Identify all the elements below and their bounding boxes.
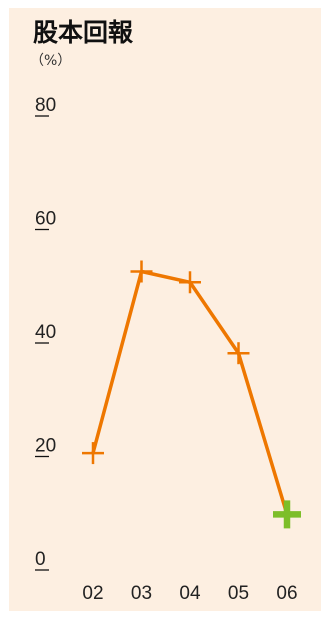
- data-point-marker: [179, 271, 201, 294]
- y-axis: 0 20 40 60 80: [35, 95, 56, 571]
- x-tick-label: 03: [131, 583, 152, 604]
- y-tick-label: 60: [35, 209, 56, 230]
- y-tick-label: 20: [35, 436, 56, 457]
- x-tick-label: 04: [179, 583, 201, 604]
- chart-panel: [9, 8, 321, 611]
- y-tick-label: 0: [35, 549, 46, 570]
- x-tick-label: 05: [228, 583, 249, 604]
- unit-label: （%）: [30, 53, 72, 69]
- data-point-marker: [130, 260, 153, 283]
- x-tick-label: 06: [276, 583, 297, 604]
- y-tick-label: 80: [35, 95, 56, 116]
- highlight-point-marker: [273, 500, 301, 529]
- x-tick-label: 02: [82, 583, 103, 604]
- data-point-marker: [227, 342, 250, 365]
- series-polyline: [91, 269, 289, 515]
- y-tick-label: 40: [35, 322, 56, 343]
- x-axis: 02 03 04 05 06: [82, 583, 297, 604]
- chart-title: 股本回報: [33, 18, 134, 47]
- series-line: [82, 260, 301, 529]
- data-point-marker: [82, 442, 104, 465]
